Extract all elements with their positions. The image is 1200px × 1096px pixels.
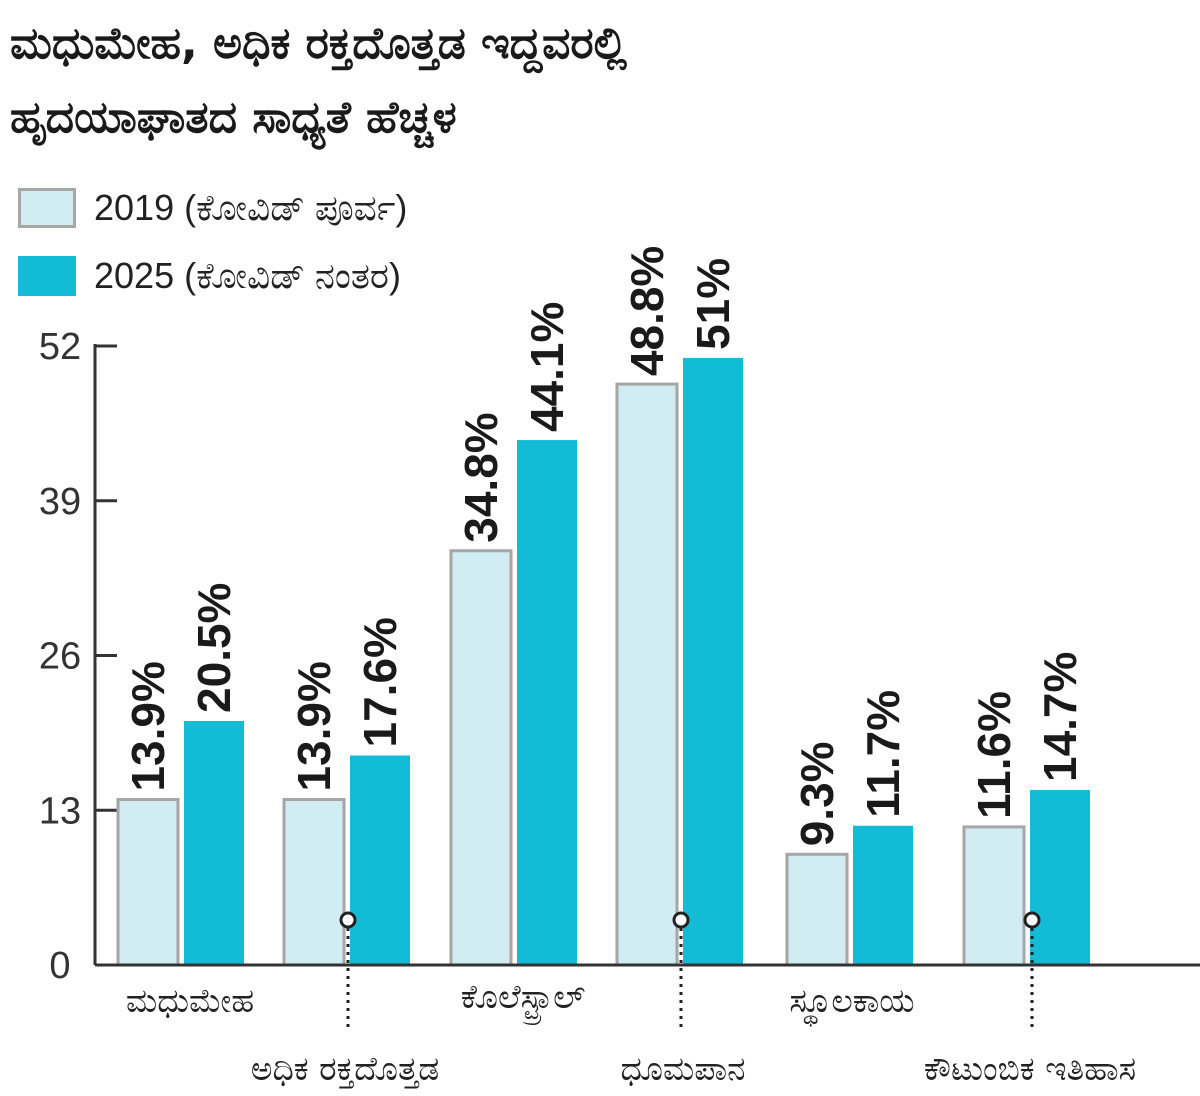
value-label: 11.7%	[857, 690, 909, 818]
bar-2025-2	[517, 440, 577, 965]
legend-item-2025: 2025 (ಕೋವಿಡ್ ನಂತರ)	[18, 254, 401, 298]
y-tick-label: 39	[39, 481, 81, 523]
category-label: ಸ್ಥೂಲಕಾಯ	[789, 981, 914, 1028]
bar-2025-5	[1030, 790, 1090, 965]
value-label: 48.8%	[621, 246, 673, 376]
category-label: ಮಧುಮೇಹ	[126, 981, 254, 1020]
bar-2025-1	[350, 755, 410, 965]
bar-2019-5	[962, 825, 1026, 967]
y-tick-label: 52	[39, 326, 81, 368]
bar-2025-3	[683, 357, 743, 966]
category-label: ಕೌಟುಂಬಿಕ ಇತಿಹಾಸ	[924, 1049, 1136, 1088]
y-tick-label: 26	[39, 636, 81, 678]
value-label: 20.5%	[188, 583, 240, 713]
leader-dot	[1023, 911, 1041, 929]
value-label: 9.3%	[791, 741, 843, 846]
y-tick-label: 13	[39, 790, 81, 832]
legend-item-2019: 2019 (ಕೋವಿಡ್ ಪೂರ್ವ)	[18, 186, 407, 230]
value-label: 13.9%	[288, 661, 340, 791]
chart-subtitle: ಹೃದಯಾಘಾತದ ಸಾಧ್ಯತೆ ಹೆಚ್ಚಳ	[10, 92, 457, 143]
category-label: ಕೊಲೆಸ್ಟ್ರಾಲ್	[461, 977, 586, 1025]
category-label: ಧೂಮಪಾನ	[621, 1049, 746, 1088]
category-label: ಅಧಿಕ ರಕ್ತದೊತ್ತಡ	[251, 1049, 440, 1089]
bar-2019-2	[449, 549, 513, 967]
value-label: 11.6%	[968, 691, 1020, 819]
leader-dot	[672, 911, 690, 929]
bar-2019-0	[116, 798, 180, 967]
value-label: 13.9%	[122, 661, 174, 791]
legend-swatch-2025	[18, 256, 76, 296]
value-label: 44.1%	[521, 302, 573, 432]
value-label: 17.6%	[354, 617, 406, 747]
bar-2025-0	[184, 720, 244, 965]
legend-label-2019: 2019 (ಕೋವಿಡ್ ಪೂರ್ವ)	[94, 186, 408, 228]
leader-dot	[339, 911, 357, 929]
legend-swatch-2019	[18, 188, 76, 228]
bar-2019-4	[785, 852, 849, 967]
value-label: 14.7%	[1034, 652, 1086, 782]
bar-2019-1	[282, 798, 346, 967]
y-tick-label: 0	[49, 945, 70, 987]
bar-2019-3	[615, 382, 679, 967]
value-label: 34.8%	[455, 412, 507, 542]
bar-2025-4	[853, 825, 913, 965]
legend-label-2025: 2025 (ಕೋವಿಡ್ ನಂತರ)	[94, 254, 401, 296]
chart-title: ಮಧುಮೇಹ, ಅಧಿಕ ರಕ್ತದೊತ್ತಡ ಇದ್ದವರಲ್ಲಿ	[10, 18, 627, 69]
value-label: 51%	[687, 258, 739, 350]
